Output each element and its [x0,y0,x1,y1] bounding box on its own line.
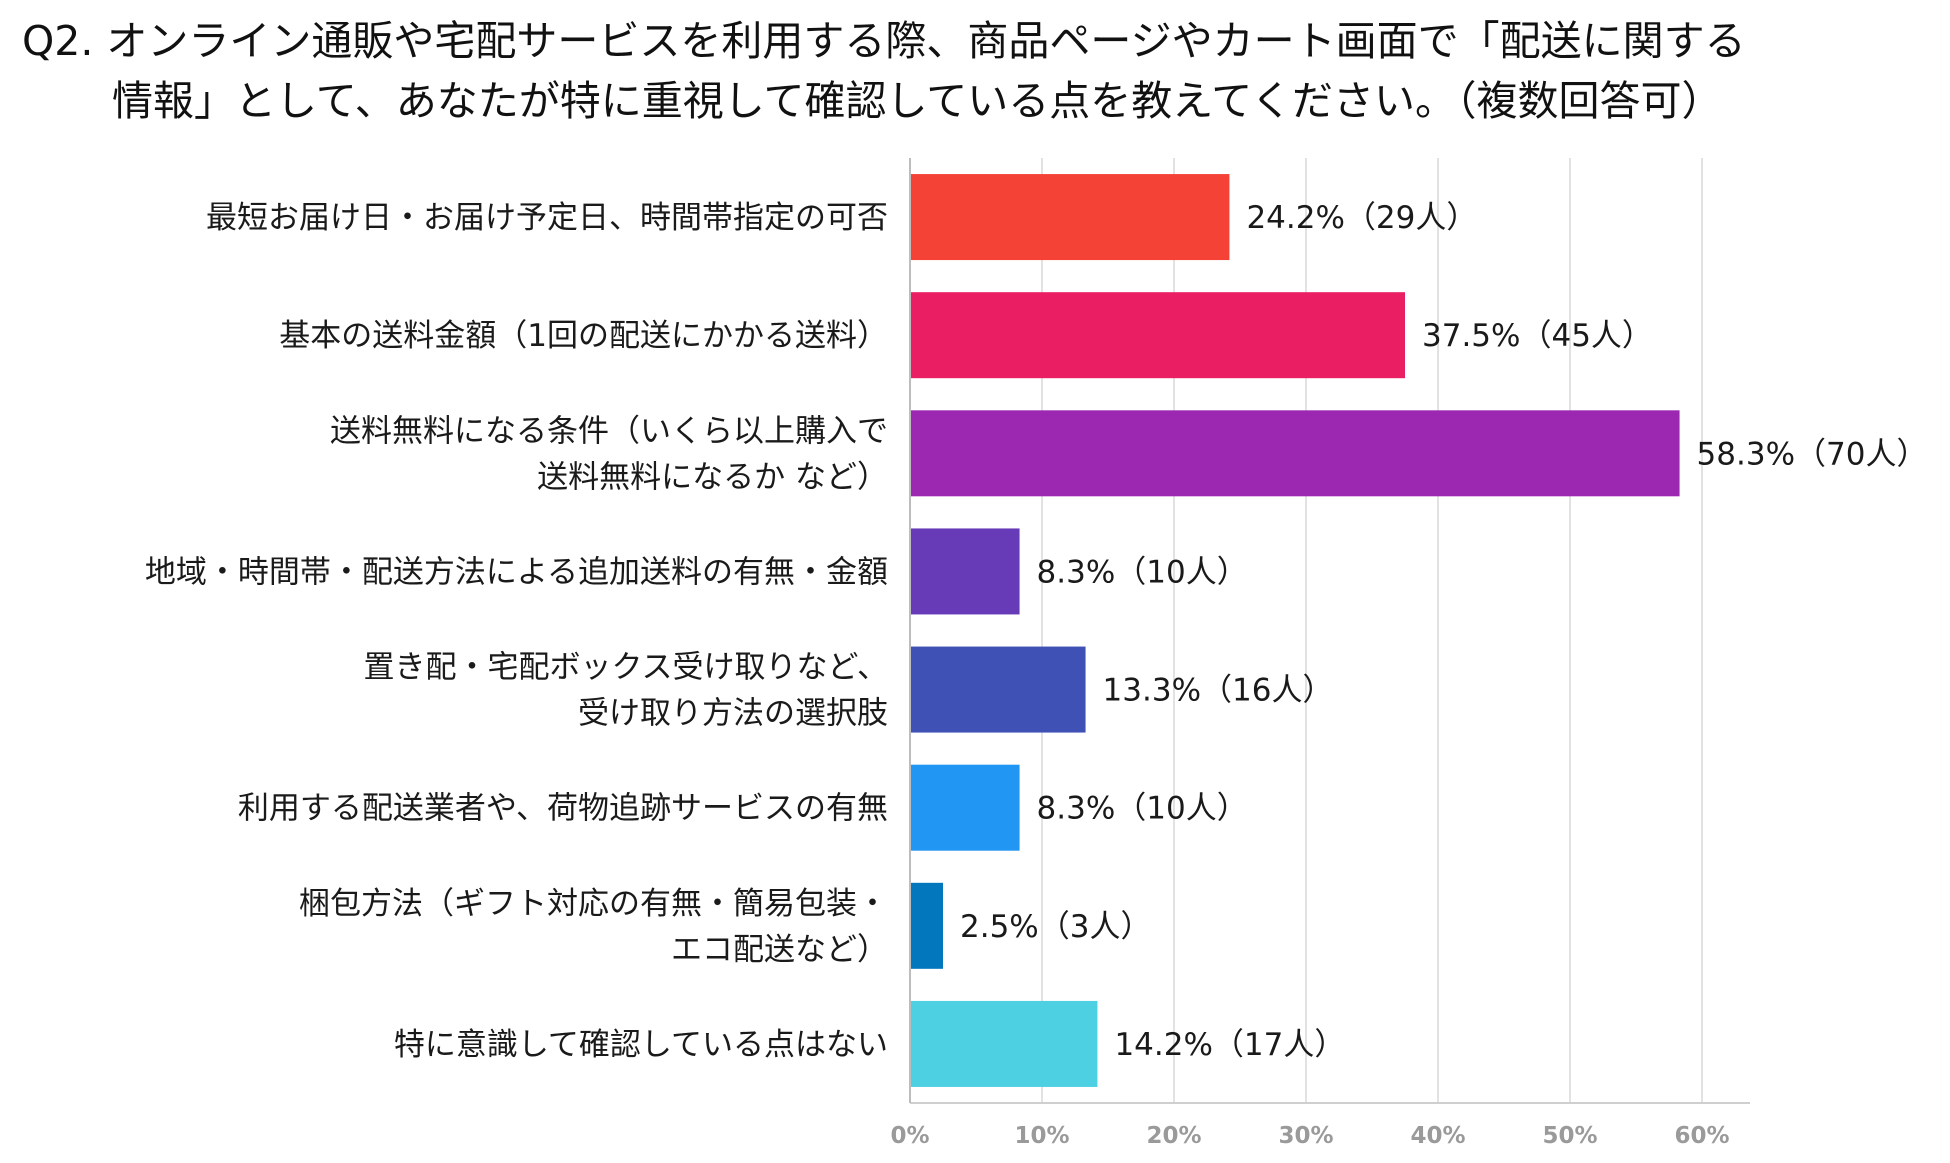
value-label-4: 8.3%（10人） [1037,554,1248,590]
category-label-5-line-2: 受け取り方法の選択肢 [578,696,888,732]
bar-6 [910,764,1020,851]
category-label-6: 利用する配送業者や、荷物追跡サービスの有無 [238,791,888,827]
value-label-8: 14.2%（17人） [1114,1027,1345,1063]
category-label-2: 基本の送料金額（1回の配送にかかる送料） [279,318,888,354]
bar-4 [910,528,1020,615]
bar-3 [910,410,1680,497]
category-label-1: 最短お届け日・お届け予定日、時間帯指定の可否 [206,200,888,236]
bar-2 [910,292,1405,379]
value-label-3: 58.3%（70人） [1697,436,1928,472]
value-label-7: 2.5%（3人） [960,909,1151,945]
bar-5 [910,646,1086,733]
x-tick-label-50: 50% [1542,1123,1597,1149]
x-tick-label-30: 30% [1278,1123,1333,1149]
value-label-6: 8.3%（10人） [1037,791,1248,827]
category-label-4: 地域・時間帯・配送方法による追加送料の有無・金額 [145,554,888,590]
bar-1 [910,174,1230,261]
bar-8 [910,1000,1098,1087]
chart-title-line-1: Q2. オンライン通販や宅配サービスを利用する際、商品ページやカート画面で「配送… [22,17,1746,65]
value-label-2: 37.5%（45人） [1422,318,1653,354]
x-tick-label-40: 40% [1410,1123,1465,1149]
x-tick-label-20: 20% [1146,1123,1201,1149]
value-label-1: 24.2%（29人） [1246,200,1477,236]
category-label-3-line-1: 送料無料になる条件（いくら以上購入で [330,413,888,449]
bar-7 [910,882,943,969]
category-label-8: 特に意識して確認している点はない [394,1027,888,1063]
value-label-5: 13.3%（16人） [1103,673,1334,709]
category-label-3-line-2: 送料無料になるか など） [537,459,888,495]
category-label-7-line-2: エコ配送など） [671,932,888,968]
x-tick-label-0: 0% [890,1123,929,1149]
x-tick-label-10: 10% [1014,1123,1069,1149]
x-tick-label-60: 60% [1674,1123,1729,1149]
category-label-5-line-1: 置き配・宅配ボックス受け取りなど、 [363,650,888,686]
chart-title-line-2: 情報」として、あなたが特に重視して確認している点を教えてください。（複数回答可） [112,77,1723,125]
category-label-7-line-1: 梱包方法（ギフト対応の有無・簡易包装・ [299,886,888,922]
